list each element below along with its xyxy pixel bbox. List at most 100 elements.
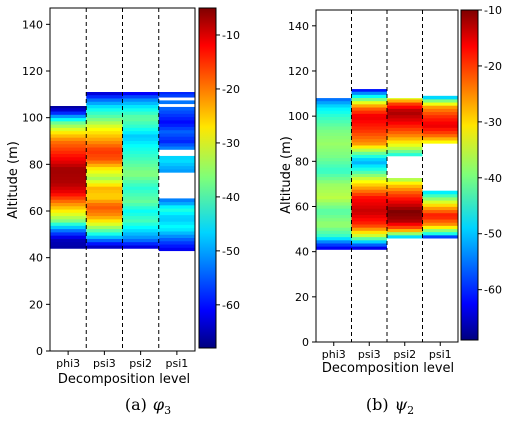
heatmap-cell-psi1 [422, 102, 458, 106]
heatmap-cell-psi3 [86, 160, 123, 164]
heatmap-cell-psi1 [422, 114, 458, 119]
heatmap-cell-psi3 [86, 156, 123, 161]
heatmap-cell-psi3 [351, 94, 387, 99]
y-tick-label: 140 [22, 18, 43, 31]
heatmap-cell-psi2 [387, 127, 423, 131]
heatmap-cell-phi3 [316, 141, 352, 146]
x-tick-label: psi3 [93, 357, 116, 370]
y-tick-label: 40 [295, 246, 309, 259]
heatmap-cell-psi2 [122, 114, 159, 119]
heatmap-cell-phi3 [316, 214, 352, 219]
heatmap-cell-psi3 [351, 167, 387, 171]
heatmap-cell-psi1 [158, 100, 195, 105]
heatmap-cell-psi2 [387, 190, 423, 195]
y-tick-label: 100 [22, 112, 43, 125]
colorbar-tick-label: -40 [222, 191, 240, 204]
heatmap-cell-phi3 [50, 202, 87, 207]
heatmap-cell-psi2 [122, 140, 159, 145]
heatmap-cell-psi3 [351, 129, 387, 133]
heatmap-cell-phi3 [50, 107, 87, 112]
heatmap-cell-psi3 [86, 140, 123, 145]
colorbar-tick-label: -20 [222, 83, 240, 96]
heatmap-cell-psi2 [387, 98, 423, 103]
heatmap-cell-psi2 [387, 124, 423, 128]
heatmap-cell-psi3 [86, 101, 123, 105]
heatmap-cell-psi1 [422, 200, 458, 204]
heatmap-cell-psi3 [351, 176, 387, 181]
heatmap-cell-psi3 [351, 91, 387, 95]
heatmap-cell-psi3 [86, 150, 123, 154]
heatmap-cell-psi1 [422, 127, 458, 131]
heatmap-cell-psi2 [122, 183, 159, 187]
heatmap-cell-psi2 [122, 205, 159, 210]
heatmap-cell-phi3 [50, 179, 87, 184]
heatmap-cell-psi2 [387, 136, 423, 141]
heatmap-cell-psi3 [351, 97, 387, 102]
heatmap-cell-psi1 [158, 169, 195, 173]
heatmap-cell-phi3 [50, 114, 87, 119]
heatmap-cell-psi3 [86, 107, 123, 112]
heatmap-cell-psi3 [351, 110, 387, 114]
heatmap-cell-psi3 [86, 153, 123, 158]
heatmap-cell-psi2 [122, 199, 159, 203]
heatmap-cell-phi3 [50, 222, 87, 226]
x-tick-label: psi3 [358, 348, 381, 361]
heatmap-cell-psi1 [158, 211, 195, 216]
heatmap-cell-psi1 [158, 110, 195, 114]
heatmap-cell-phi3 [316, 192, 352, 197]
heatmap-cell-psi3 [86, 235, 123, 239]
heatmap-cell-psi1 [422, 95, 458, 100]
heatmap-cell-phi3 [316, 126, 352, 130]
heatmap-cell-psi2 [387, 181, 423, 185]
heatmap-cell-psi3 [86, 205, 123, 210]
heatmap-cell-phi3 [316, 227, 352, 231]
heatmap-cell-psi2 [122, 212, 159, 217]
heatmap-cell-phi3 [50, 130, 87, 135]
heatmap-cell-psi2 [122, 111, 159, 115]
heatmap-cell-psi1 [158, 208, 195, 212]
heatmap-cell-phi3 [50, 120, 87, 125]
heatmap-cell-phi3 [316, 186, 352, 190]
heatmap-cell-psi1 [158, 198, 195, 203]
heatmap-cell-psi2 [122, 127, 159, 132]
heatmap-cell-psi1 [422, 190, 458, 195]
heatmap-cell-psi3 [351, 211, 387, 216]
heatmap-cell-psi1 [158, 93, 195, 98]
heatmap-cell-psi3 [351, 183, 387, 187]
x-tick-label: psi2 [393, 348, 416, 361]
heatmap-cell-phi3 [316, 151, 352, 155]
heatmap-cell-psi2 [387, 231, 423, 236]
heatmap-cell-phi3 [50, 176, 87, 181]
colorbar-ticks-a: -10 -20 -30 -40 -50 -60 [216, 29, 240, 312]
heatmap-cell-psi1 [158, 129, 195, 134]
colorbar-tick-label: -50 [484, 228, 502, 241]
heatmap-cell-phi3 [50, 124, 87, 128]
heatmap-cell-psi3 [351, 179, 387, 184]
heatmap-cell-psi3 [351, 119, 387, 124]
heatmap-cell-psi2 [387, 152, 423, 157]
heatmap-b-cells [316, 89, 458, 250]
heatmap-cell-psi2 [387, 215, 423, 220]
y-axis-a: 0 20 40 60 80 100 120 140 [22, 18, 50, 358]
heatmap-cell-psi3 [86, 232, 123, 236]
panel-a: 0 20 40 60 80 100 120 140 phi3 psi3 psi2 psi1 Alti… [6, 7, 240, 417]
heatmap-cell-psi3 [351, 233, 387, 238]
heatmap-cell-psi1 [422, 105, 458, 109]
heatmap-cell-psi1 [422, 124, 458, 128]
heatmap-cell-psi2 [387, 222, 423, 226]
heatmap-cell-phi3 [316, 205, 352, 209]
heatmap-cell-psi3 [86, 241, 123, 246]
heatmap-cell-psi3 [351, 107, 387, 111]
heatmap-cell-phi3 [316, 107, 352, 111]
heatmap-cell-phi3 [316, 189, 352, 193]
colorbar-tick-label: -40 [484, 172, 502, 185]
y-tick-label: 140 [288, 20, 309, 33]
heatmap-cell-psi2 [122, 222, 159, 226]
colorbar-tick-label: -60 [484, 284, 502, 297]
heatmap-cell-phi3 [316, 211, 352, 216]
heatmap-cell-psi1 [422, 234, 458, 239]
heatmap-cell-psi2 [387, 225, 423, 230]
heatmap-cell-psi3 [351, 239, 387, 244]
heatmap-cell-psi3 [351, 154, 387, 159]
heatmap-cell-phi3 [50, 134, 87, 138]
